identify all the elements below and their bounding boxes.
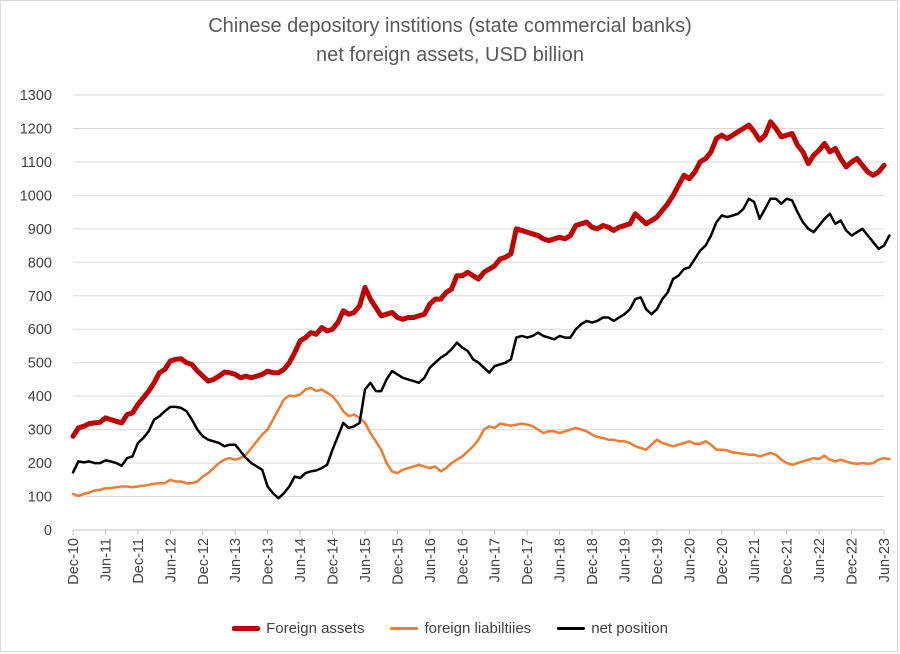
x-tick-label: Dec-18 — [585, 538, 601, 585]
x-tick-label: Jun-16 — [423, 538, 439, 582]
legend-item: Foreign assets — [232, 620, 364, 637]
series-line-foreign-assets — [70, 119, 887, 439]
x-tick-label: Jun-22 — [812, 538, 828, 582]
x-tick-label: Jun-23 — [877, 538, 893, 582]
x-tick-label: Jun-21 — [747, 538, 763, 582]
y-tick-label: 900 — [28, 222, 52, 238]
x-tick-label: Dec-16 — [455, 538, 471, 585]
x-tick-label: Dec-13 — [261, 538, 277, 585]
y-tick-label: 400 — [28, 389, 52, 405]
x-tick-label: Jun-14 — [293, 538, 309, 582]
gridlines — [73, 94, 884, 498]
legend-swatch — [390, 626, 419, 630]
x-tick-label: Dec-10 — [66, 538, 82, 585]
legend-swatch — [557, 626, 586, 630]
y-tick-label: 800 — [28, 255, 52, 271]
legend-item: foreign liabiltiies — [390, 620, 531, 637]
legend-label: foreign liabiltiies — [424, 619, 532, 637]
x-tick-label: Dec-12 — [196, 538, 212, 585]
series-line-net-position — [71, 197, 891, 500]
axes: 0 100 200 300 400 500 600 700 800 900 1000 1100 1200… — [20, 88, 893, 585]
x-tick-label: Dec-17 — [520, 538, 536, 585]
x-tick-label: Jun-18 — [553, 538, 569, 582]
x-tick-label: Jun-20 — [682, 538, 698, 582]
legend-label: net position — [591, 619, 668, 637]
series-line-foreign-liabiltiies — [71, 386, 891, 498]
x-tick-label: Dec-11 — [131, 538, 147, 584]
series-lines — [70, 119, 891, 500]
x-tick-label: Jun-19 — [617, 538, 633, 582]
legend-swatch — [232, 625, 261, 631]
y-tick-label: 1300 — [20, 88, 52, 104]
y-tick-label: 700 — [28, 289, 52, 305]
x-tick-label: Dec-20 — [715, 538, 731, 585]
x-tick-label: Jun-13 — [228, 538, 244, 582]
x-tick-label: Dec-14 — [326, 538, 342, 585]
y-tick-label: 100 — [28, 490, 52, 506]
y-tick-label: 1000 — [20, 188, 52, 204]
x-tick-label: Dec-15 — [390, 538, 406, 585]
chart-subtitle: net foreign assets, USD billion — [316, 44, 584, 66]
y-tick-label: 1100 — [21, 155, 52, 171]
legend-label: Foreign assets — [266, 619, 365, 637]
y-tick-label: 600 — [28, 322, 52, 338]
x-tick-label: Dec-21 — [780, 538, 796, 585]
x-tick-label: Jun-11 — [98, 538, 114, 581]
y-tick-label: 1200 — [20, 121, 52, 137]
x-tick-label: Dec-22 — [845, 538, 861, 585]
y-tick-label: 500 — [28, 356, 52, 372]
x-tick-label: Jun-17 — [488, 538, 504, 582]
chart-title-block: Chinese depository institions (state com… — [0, 12, 900, 70]
x-tick-label: Jun-12 — [163, 538, 179, 582]
legend-item: net position — [557, 620, 668, 637]
legend: Foreign assets foreign liabiltiies net pos… — [0, 616, 900, 640]
y-tick-label: 0 — [44, 523, 52, 539]
x-tick-label: Dec-19 — [650, 538, 666, 585]
x-tick-label: Jun-15 — [358, 538, 374, 582]
y-tick-label: 300 — [28, 423, 52, 439]
chart-title: Chinese depository institions (state com… — [208, 15, 692, 37]
y-tick-label: 200 — [28, 456, 52, 472]
